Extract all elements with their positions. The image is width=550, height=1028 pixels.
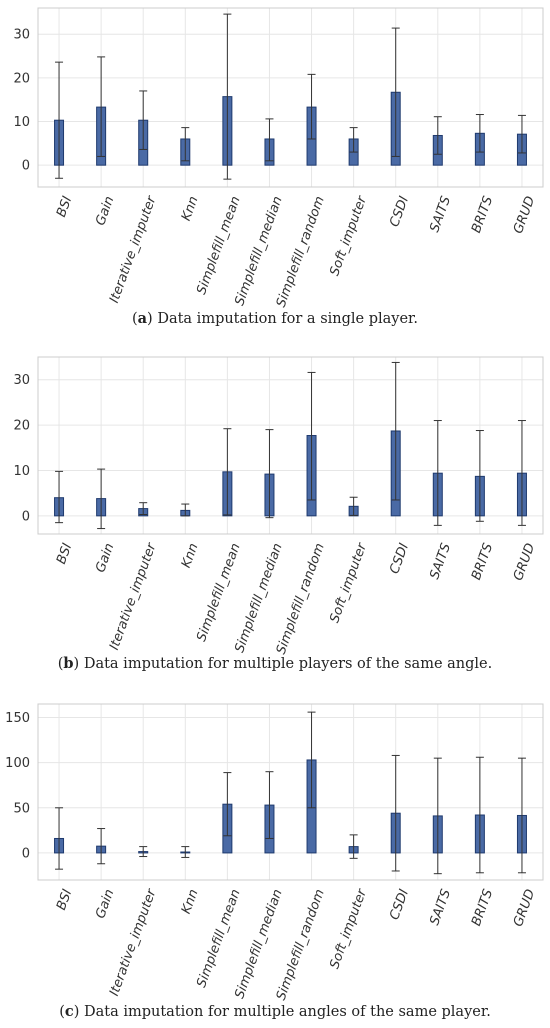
x-tick-label: BRITS — [469, 887, 496, 928]
x-tick-label: Knn — [179, 194, 202, 223]
x-tick-label: GRUD — [511, 194, 538, 235]
x-tick-label: Soft_imputer — [327, 540, 370, 625]
caption-paren-open: ( — [58, 656, 64, 672]
x-tick-label: SAITS — [427, 541, 454, 581]
plot-frame — [37, 703, 544, 881]
x-tick-label: CSDI — [387, 887, 412, 922]
caption-letter: c — [65, 1003, 74, 1020]
y-tick-label: 0 — [22, 846, 30, 861]
x-tick-label: BSI — [54, 541, 75, 566]
caption-text: Data imputation for a single player. — [157, 311, 418, 327]
x-tick-label: GRUD — [511, 887, 538, 928]
y-tick-label: 10 — [13, 464, 30, 479]
y-tick-label: 30 — [13, 28, 30, 43]
x-tick-label: Gain — [93, 194, 117, 227]
caption-letter: a — [138, 310, 148, 327]
caption-paren-open: ( — [132, 311, 138, 327]
x-tick-label: GRUD — [511, 541, 538, 582]
chart-caption: (b) Data imputation for multiple players… — [58, 655, 493, 672]
x-tick-label: Iterative_imputer — [107, 886, 160, 998]
caption-paren-open: ( — [59, 1004, 65, 1020]
x-tick-label: BSI — [54, 887, 75, 912]
x-tick-label: Knn — [179, 887, 202, 916]
x-tick-label: SAITS — [427, 194, 454, 234]
plot-frame — [37, 7, 544, 188]
caption-text: Data imputation for multiple angles of t… — [84, 1004, 491, 1020]
x-tick-label: SAITS — [427, 887, 454, 927]
x-tick-label: BRITS — [469, 541, 496, 582]
x-tick-label: Soft_imputer — [327, 886, 370, 971]
x-tick-label: CSDI — [387, 194, 412, 229]
y-tick-label: 0 — [22, 509, 30, 524]
caption-letter: b — [63, 655, 73, 672]
x-tick-label: BSI — [54, 194, 75, 219]
x-tick-label: Simplefill_random — [274, 541, 328, 656]
x-tick-label: Simplefill_mean — [194, 887, 243, 989]
x-tick-label: Iterative_imputer — [107, 540, 160, 652]
caption-text: Data imputation for multiple players of … — [84, 656, 492, 672]
plot-frame — [37, 356, 544, 535]
y-tick-label: 50 — [13, 801, 30, 816]
x-tick-label: Iterative_imputer — [107, 193, 160, 305]
x-tick-label: Gain — [93, 887, 117, 920]
caption-paren-close: ) — [74, 1004, 84, 1020]
y-tick-label: 20 — [13, 71, 30, 86]
x-tick-label: Simplefill_mean — [194, 541, 243, 643]
x-tick-label: Simplefill_mean — [194, 194, 243, 296]
x-tick-label: Soft_imputer — [327, 193, 370, 278]
y-tick-label: 150 — [5, 711, 30, 726]
y-tick-label: 30 — [13, 373, 30, 388]
x-tick-label: BRITS — [469, 194, 496, 235]
y-tick-label: 100 — [5, 756, 30, 771]
y-tick-label: 10 — [13, 115, 30, 130]
x-tick-label: CSDI — [387, 541, 412, 576]
x-tick-label: Simplefill_random — [274, 194, 328, 309]
x-tick-label: Simplefill_random — [274, 887, 328, 1002]
caption-paren-close: ) — [147, 311, 157, 327]
chart-caption: (c) Data imputation for multiple angles … — [59, 1003, 491, 1020]
chart-caption: (a) Data imputation for a single player. — [132, 310, 418, 327]
y-tick-label: 20 — [13, 419, 30, 434]
x-tick-label: Gain — [93, 541, 117, 574]
caption-paren-close: ) — [74, 656, 84, 672]
y-tick-label: 0 — [22, 159, 30, 174]
x-tick-label: Knn — [179, 541, 202, 570]
